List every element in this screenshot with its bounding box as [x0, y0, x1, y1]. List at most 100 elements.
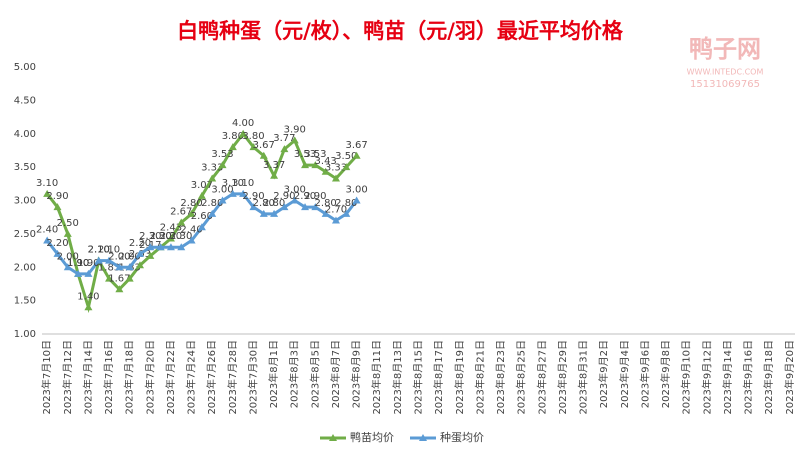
x-tick-label: 2023年8月25日: [515, 340, 528, 415]
point-marker: [166, 243, 175, 251]
point-marker: [249, 203, 258, 211]
y-tick-label: 1.50: [14, 296, 36, 307]
x-tick-label: 2023年9月6日: [638, 340, 651, 408]
data-label: 3.50: [335, 151, 357, 162]
legend-marker: [329, 434, 337, 441]
point-marker: [156, 243, 165, 251]
legend-label: 种蛋均价: [440, 430, 484, 444]
data-label: 3.33: [201, 162, 223, 173]
point-marker: [311, 203, 320, 211]
x-tick-label: 2023年7月12日: [61, 340, 74, 415]
y-tick-label: 5.00: [14, 62, 36, 73]
x-tick-label: 2023年8月1日: [267, 340, 280, 408]
x-tick-label: 2023年7月28日: [226, 340, 239, 415]
data-label: 1.83: [98, 263, 120, 274]
data-label: 2.50: [57, 218, 79, 229]
point-marker: [146, 243, 155, 251]
x-tick-label: 2023年8月31日: [577, 340, 590, 415]
point-marker: [115, 263, 124, 271]
point-marker: [74, 269, 83, 277]
data-label: 3.77: [273, 133, 295, 144]
watermark-site: WWW.INTEDC.COM: [687, 68, 764, 77]
point-marker: [301, 161, 310, 169]
point-marker: [352, 196, 361, 204]
data-label: 3.33: [325, 162, 347, 173]
data-label: 3.37: [263, 160, 285, 171]
point-marker: [280, 145, 289, 153]
legend-marker: [419, 434, 427, 441]
x-tick-label: 2023年8月17日: [432, 340, 445, 415]
point-marker: [290, 196, 299, 204]
data-label: 2.10: [88, 245, 110, 256]
point-marker: [63, 263, 72, 271]
data-label: 2.80: [253, 198, 275, 209]
data-label: 3.43: [315, 156, 337, 167]
data-label: 1.90: [67, 258, 89, 269]
x-tick-label: 2023年9月12日: [700, 340, 713, 415]
data-label: 2.40: [36, 225, 58, 236]
data-label: 3.53: [304, 149, 326, 160]
data-label: 2.80: [201, 198, 223, 209]
data-label: 4.00: [232, 118, 254, 129]
point-marker: [218, 196, 227, 204]
data-label: 3.10: [232, 178, 254, 189]
x-tick-label: 2023年9月20日: [783, 340, 796, 415]
data-label: 2.20: [46, 238, 68, 249]
point-marker: [331, 174, 340, 182]
point-marker: [321, 209, 330, 217]
x-tick-label: 2023年7月18日: [123, 340, 136, 415]
point-marker: [135, 261, 144, 269]
data-label: 1.90: [77, 258, 99, 269]
data-label: 2.60: [191, 211, 213, 222]
point-marker: [105, 256, 114, 264]
x-tick-label: 2023年9月2日: [597, 340, 610, 408]
point-marker: [84, 303, 93, 311]
point-marker: [63, 229, 72, 237]
y-tick-label: 3.50: [14, 162, 36, 173]
point-marker: [249, 143, 258, 151]
point-marker: [84, 269, 93, 277]
y-tick-label: 3.00: [14, 196, 36, 207]
point-marker: [115, 285, 124, 293]
x-tick-label: 2023年8月15日: [412, 340, 425, 415]
point-marker: [208, 209, 217, 217]
point-marker: [270, 171, 279, 179]
data-label: 3.90: [284, 124, 306, 135]
legend-label: 鸭苗均价: [350, 431, 394, 444]
data-label: 2.30: [149, 231, 171, 242]
data-label: 2.00: [57, 251, 79, 262]
y-tick-label: 2.00: [14, 262, 36, 273]
x-tick-label: 2023年8月3日: [288, 340, 301, 408]
data-label: 2.00: [119, 251, 141, 262]
y-tick-label: 2.50: [14, 229, 36, 240]
data-label: 1.40: [77, 291, 99, 302]
point-marker: [218, 161, 227, 169]
point-marker: [321, 167, 330, 175]
data-label: 2.30: [170, 231, 192, 242]
data-label: 2.00: [108, 251, 130, 262]
point-marker: [105, 274, 114, 282]
data-label: 2.90: [46, 191, 68, 202]
x-tick-label: 2023年9月4日: [618, 340, 631, 408]
point-marker: [342, 209, 351, 217]
point-marker: [43, 236, 52, 244]
data-label: 2.90: [273, 191, 295, 202]
point-marker: [125, 263, 134, 271]
x-tick-label: 2023年8月23日: [494, 340, 507, 415]
data-label: 2.90: [294, 191, 316, 202]
point-marker: [53, 249, 62, 257]
watermark-name: 鸭子网: [689, 35, 761, 63]
x-tick-label: 2023年8月29日: [556, 340, 569, 415]
x-tick-label: 2023年7月22日: [164, 340, 177, 415]
y-tick-label: 4.00: [14, 129, 36, 140]
data-label: 2.43: [160, 223, 182, 234]
point-marker: [43, 189, 52, 197]
data-label: 3.00: [345, 185, 367, 196]
data-label: 3.00: [211, 185, 233, 196]
y-tick-label: 1.00: [14, 329, 36, 340]
data-label: 3.07: [191, 180, 213, 191]
point-marker: [208, 174, 217, 182]
x-tick-label: 2023年7月14日: [81, 340, 94, 415]
data-label: 2.80: [315, 198, 337, 209]
